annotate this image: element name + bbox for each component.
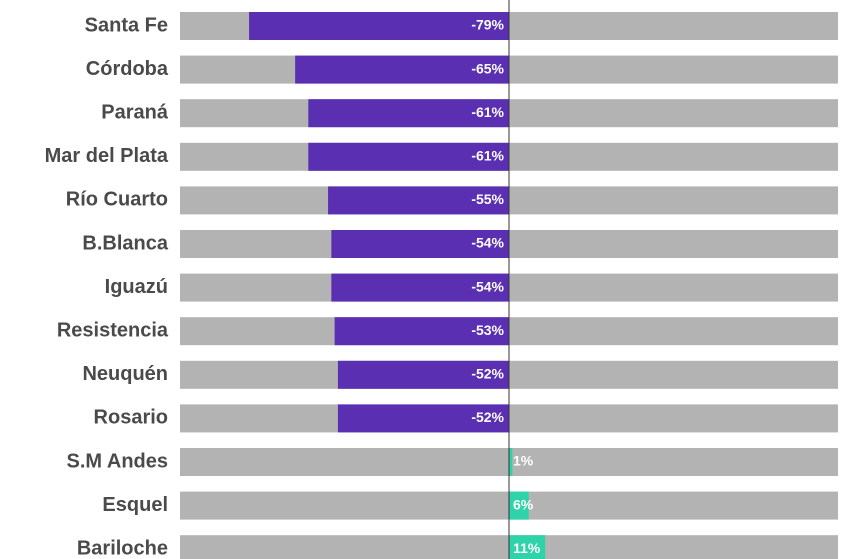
bar — [308, 142, 509, 171]
category-label: Mar del Plata — [45, 145, 169, 167]
category-label: Resistencia — [57, 319, 169, 341]
bar — [509, 535, 546, 559]
value-label: -61% — [471, 104, 504, 120]
category-label: Córdoba — [86, 58, 169, 80]
category-label: Bariloche — [77, 537, 168, 559]
category-label: Rosario — [94, 407, 168, 429]
value-label: -54% — [471, 235, 504, 251]
category-label: Paraná — [101, 101, 169, 123]
bar — [509, 491, 529, 520]
value-label: -79% — [471, 17, 504, 33]
category-label: B.Blanca — [82, 232, 168, 254]
value-label: 6% — [513, 496, 534, 512]
bar — [295, 55, 509, 84]
category-label: Santa Fe — [85, 14, 168, 36]
value-label: -54% — [471, 278, 504, 294]
bar — [334, 317, 509, 346]
category-label: Neuquén — [82, 363, 168, 385]
bar — [308, 99, 509, 128]
value-label: -61% — [471, 148, 504, 164]
bar — [509, 448, 513, 476]
value-label: -55% — [471, 191, 504, 207]
value-label: 1% — [513, 453, 534, 469]
bar — [331, 230, 509, 258]
bar — [328, 186, 509, 215]
bar — [337, 404, 509, 433]
category-label: S.M Andes — [67, 450, 169, 472]
category-label: Iguazú — [105, 276, 168, 298]
bar — [337, 360, 509, 389]
value-label: -65% — [471, 60, 504, 76]
value-label: -53% — [471, 322, 504, 338]
bar — [249, 12, 509, 40]
category-label: Río Cuarto — [66, 189, 168, 211]
value-label: -52% — [471, 366, 504, 382]
category-label: Esquel — [102, 494, 168, 516]
bar — [331, 273, 509, 302]
value-label: 11% — [513, 540, 541, 556]
value-label: -52% — [471, 409, 504, 425]
